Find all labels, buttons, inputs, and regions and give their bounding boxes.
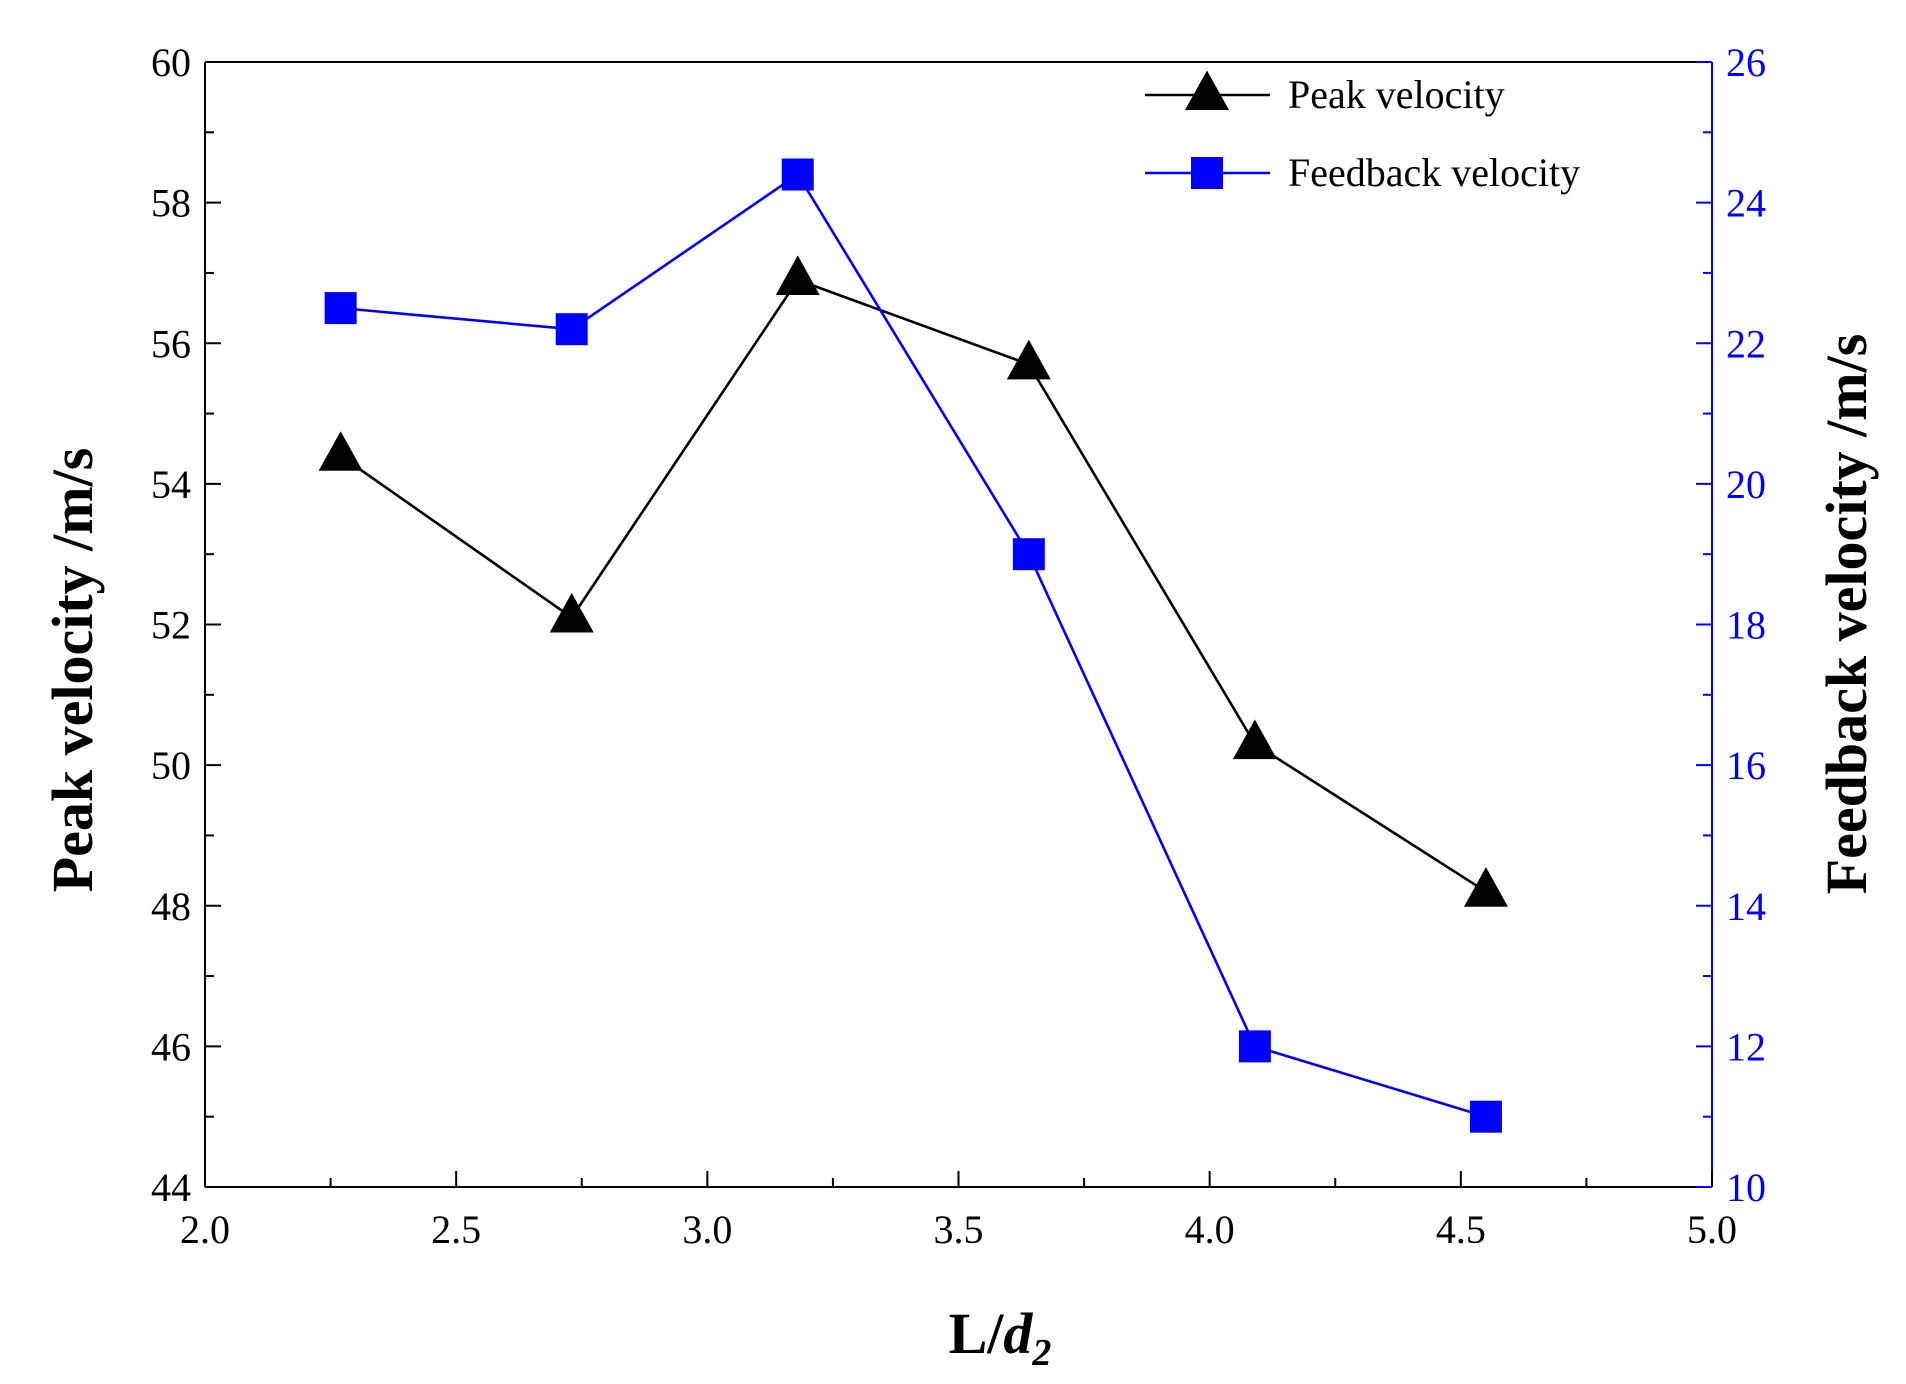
x-tick-label: 5.0 (1687, 1207, 1737, 1252)
y-left-tick-label: 54 (151, 462, 191, 507)
peak-velocity-point (1463, 867, 1508, 907)
legend-item-peak-velocity: Peak velocity (1145, 70, 1505, 117)
y-left-tick-label: 60 (151, 40, 191, 85)
y-right-tick-label: 12 (1726, 1024, 1766, 1069)
y-left-tick-label: 58 (151, 181, 191, 226)
y-left-axis: 44 46 48 50 52 54 56 58 60 (151, 40, 221, 1210)
peak-velocity-point (775, 255, 820, 296)
y-right-tick-label: 14 (1726, 884, 1766, 929)
legend-label: Feedback velocity (1288, 150, 1580, 195)
y-right-tick-label: 16 (1726, 743, 1766, 788)
y-left-tick-label: 52 (151, 603, 191, 648)
y-left-tick-label: 56 (151, 321, 191, 366)
y-right-tick-label: 24 (1726, 181, 1766, 226)
feedback-velocity-point (324, 292, 357, 325)
peak-velocity-point (1006, 339, 1051, 380)
y-left-tick-label: 48 (151, 884, 191, 929)
peak-velocity-point (318, 431, 363, 471)
x-tick-label: 2.0 (180, 1207, 230, 1252)
x-tick-label: 3.0 (682, 1207, 732, 1252)
x-axis-title-main: L/ (949, 1301, 1005, 1366)
x-tick-label: 3.5 (934, 1207, 984, 1252)
y-left-axis-title: Peak velocity /m/s (40, 448, 105, 893)
x-tick-label: 2.5 (431, 1207, 481, 1252)
y-left-tick-label: 44 (151, 1165, 191, 1210)
legend-square-marker (1191, 157, 1223, 189)
x-tick-label: 4.0 (1185, 1207, 1235, 1252)
peak-velocity-line (339, 278, 1487, 893)
y-right-axis-title: Feedback velocity /m/s (1814, 334, 1879, 895)
x-tick-label: 4.5 (1436, 1207, 1486, 1252)
feedback-velocity-point (1012, 538, 1045, 571)
y-right-tick-label: 18 (1726, 603, 1766, 648)
series-layer (318, 158, 1508, 1133)
peak-velocity-point (549, 592, 594, 633)
y-right-tick-label: 20 (1726, 462, 1766, 507)
x-axis: 2.0 2.5 3.0 3.5 4.0 4.5 5.0 (180, 1171, 1737, 1252)
y-right-axis: 10 12 14 16 18 20 22 24 26 (1696, 40, 1766, 1210)
legend-triangle-marker (1185, 70, 1229, 111)
x-axis-title-italic: d (1003, 1301, 1033, 1366)
y-left-tick-label: 46 (151, 1024, 191, 1069)
feedback-velocity-point (781, 158, 814, 191)
y-right-tick-label: 22 (1726, 321, 1766, 366)
legend-label: Peak velocity (1288, 72, 1505, 117)
y-left-tick-label: 50 (151, 743, 191, 788)
plot-frame (204, 61, 1713, 1188)
feedback-velocity-line (340, 172, 1487, 1118)
legend-item-feedback-velocity: Feedback velocity (1145, 150, 1580, 195)
legend: Peak velocity Feedback velocity (1145, 70, 1580, 195)
x-axis-title-subscript: 2 (1031, 1332, 1051, 1374)
y-right-tick-label: 26 (1726, 40, 1766, 85)
feedback-velocity-point (555, 313, 588, 346)
feedback-velocity-point (1238, 1030, 1271, 1063)
feedback-velocity-point (1469, 1100, 1502, 1133)
x-axis-title: L/d2 (949, 1301, 1052, 1374)
peak-velocity-point (1232, 719, 1277, 760)
y-right-tick-label: 10 (1726, 1165, 1766, 1210)
